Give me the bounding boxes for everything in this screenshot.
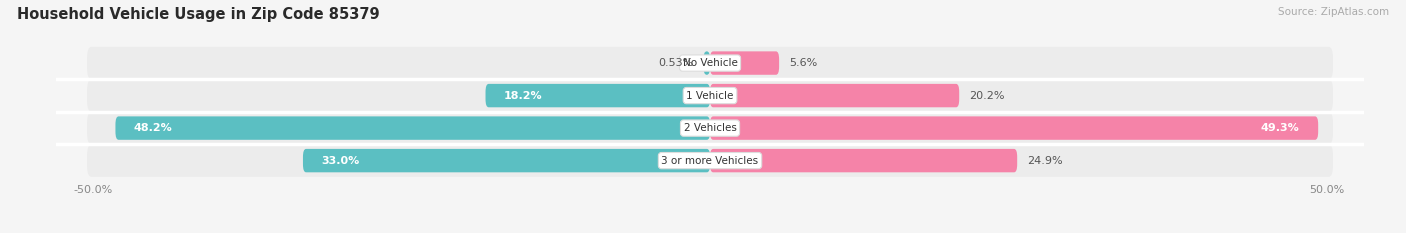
Legend: Owner-occupied, Renter-occupied: Owner-occupied, Renter-occupied xyxy=(589,230,831,233)
FancyBboxPatch shape xyxy=(87,79,1333,112)
FancyBboxPatch shape xyxy=(710,84,959,107)
Text: 5.6%: 5.6% xyxy=(789,58,817,68)
Text: 0.53%: 0.53% xyxy=(658,58,693,68)
Text: 33.0%: 33.0% xyxy=(322,156,360,166)
Text: 49.3%: 49.3% xyxy=(1261,123,1299,133)
FancyBboxPatch shape xyxy=(710,51,779,75)
FancyBboxPatch shape xyxy=(302,149,710,172)
FancyBboxPatch shape xyxy=(710,149,1017,172)
Text: 24.9%: 24.9% xyxy=(1026,156,1063,166)
FancyBboxPatch shape xyxy=(87,112,1333,144)
Text: 18.2%: 18.2% xyxy=(503,91,543,101)
Text: Household Vehicle Usage in Zip Code 85379: Household Vehicle Usage in Zip Code 8537… xyxy=(17,7,380,22)
Text: Source: ZipAtlas.com: Source: ZipAtlas.com xyxy=(1278,7,1389,17)
FancyBboxPatch shape xyxy=(115,116,710,140)
FancyBboxPatch shape xyxy=(710,116,1319,140)
Text: No Vehicle: No Vehicle xyxy=(682,58,738,68)
FancyBboxPatch shape xyxy=(703,51,710,75)
Text: 48.2%: 48.2% xyxy=(134,123,173,133)
Text: 1 Vehicle: 1 Vehicle xyxy=(686,91,734,101)
Text: 2 Vehicles: 2 Vehicles xyxy=(683,123,737,133)
FancyBboxPatch shape xyxy=(485,84,710,107)
Text: 20.2%: 20.2% xyxy=(969,91,1004,101)
FancyBboxPatch shape xyxy=(87,144,1333,177)
FancyBboxPatch shape xyxy=(87,47,1333,79)
Text: 3 or more Vehicles: 3 or more Vehicles xyxy=(661,156,759,166)
